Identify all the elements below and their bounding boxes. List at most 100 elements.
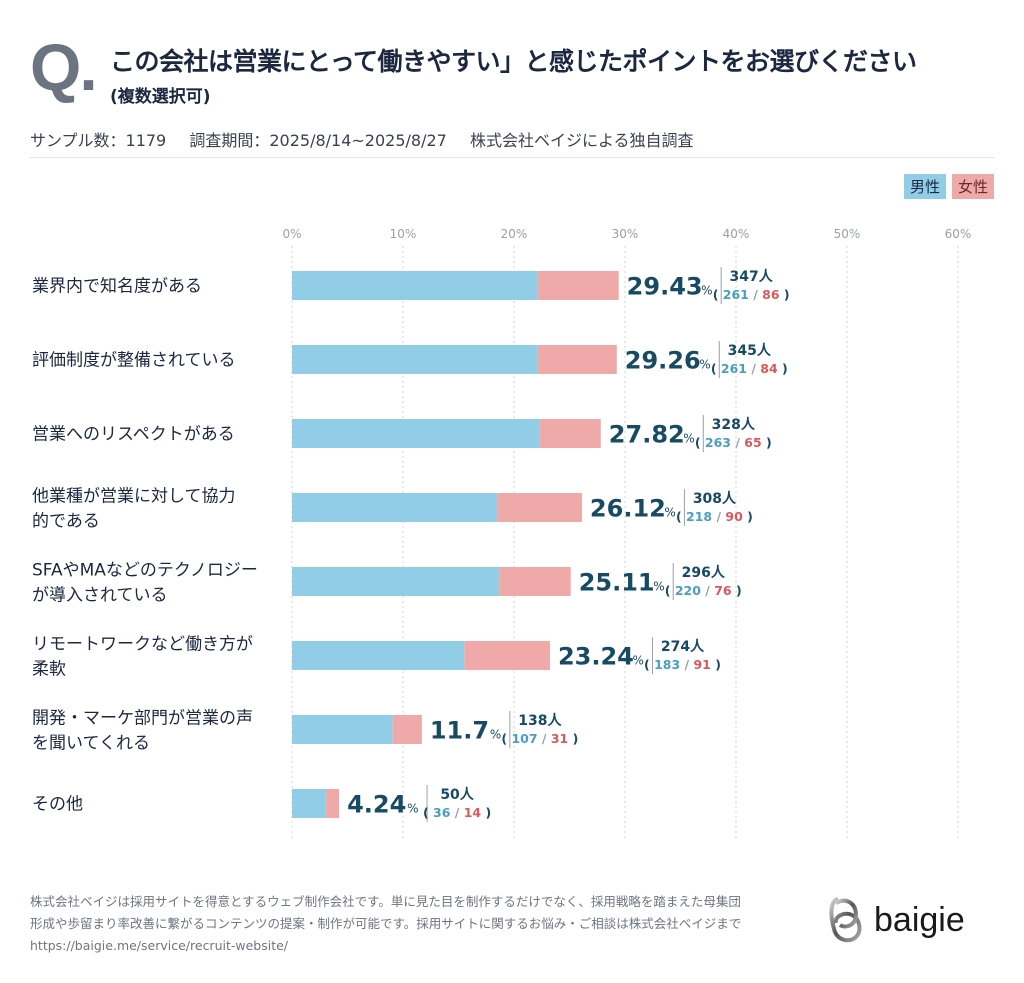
female-count: 91 (693, 657, 710, 672)
question-mark-logo: Q. (30, 34, 98, 100)
q-dot: . (79, 30, 97, 104)
male-count: 263 (705, 435, 731, 450)
bar-male (292, 345, 538, 374)
x-tick-label: 60% (945, 227, 972, 241)
female-count: 76 (714, 583, 732, 598)
logo-wordmark: baigie (874, 900, 965, 939)
x-tick-label: 30% (612, 227, 639, 241)
footer-url: https://baigie.me/service/recruit-websit… (30, 938, 289, 953)
gender-breakdown: ( 261 / 86 ) (713, 287, 790, 302)
survey-period: 調査期間：2025/8/14~2025/8/27 (189, 131, 447, 150)
chart-title: この会社は営業にとって働きやすい」と感じたポイントをお選びください (110, 47, 917, 76)
male-count: 36 (433, 805, 451, 820)
gender-breakdown: ( 107 / 31 ) (501, 731, 578, 746)
gender-breakdown: ( 36 / 14 ) (423, 805, 491, 820)
category-label: 的である (32, 512, 100, 532)
x-tick-label: 50% (834, 227, 861, 241)
female-count: 31 (551, 731, 568, 746)
total-count: 50人 (440, 786, 474, 803)
bar-female (537, 345, 617, 374)
percent-label: 26.12 (590, 495, 666, 523)
bar-female (537, 271, 619, 300)
gender-breakdown: ( 261 / 84 ) (711, 361, 788, 376)
percent-label: 11.7 (430, 717, 489, 745)
female-count: 14 (464, 805, 482, 820)
bar-female (464, 641, 550, 670)
bar-chart: 0% 10% 20% 30% 40% 50% 60% 業界内で知名度がある 29.43% 347人… (32, 227, 972, 838)
gender-breakdown: ( 183 / 91 ) (644, 657, 721, 672)
bar-male (292, 419, 540, 448)
survey-source: 株式会社ベイジによる独自調査 (469, 131, 694, 150)
category-label: リモートワークなど働き方が (32, 635, 253, 655)
bar-female (497, 493, 582, 522)
category-label: 他業種が営業に対して協力 (32, 487, 236, 507)
female-count: 84 (760, 361, 778, 376)
legend-male: 男性 (903, 174, 946, 199)
percent-label: 23.24 (558, 643, 634, 671)
bar-male (292, 493, 498, 522)
category-label: が導入されている (32, 586, 168, 606)
legend: 男性 女性 (903, 174, 994, 199)
percent-label: 29.26 (625, 347, 701, 375)
footer-description: 株式会社ベイジは採用サイトを得意とするウェブ制作会社です。単に見た目を制作するだ… (30, 891, 790, 957)
bar-male (292, 641, 465, 670)
footer-line-2: 形成や歩留まり率改善に繋がるコンテンツの提案・制作が可能です。採用サイトに関する… (30, 916, 742, 931)
female-count: 65 (744, 435, 761, 450)
sample-size: サンプル数：1179 (30, 131, 167, 150)
percent-unit: % (701, 284, 712, 298)
q-letter: Q (30, 30, 81, 104)
category-label: を聞いてくれる (32, 734, 150, 754)
bar-male (292, 715, 393, 744)
header-divider (30, 157, 994, 158)
total-count: 345人 (728, 342, 772, 359)
total-count: 138人 (518, 712, 562, 729)
category-label: 評価制度が整備されている (32, 351, 236, 371)
company-logo: baigie (828, 895, 965, 945)
percent-label: 4.24 (347, 791, 406, 819)
percent-label: 27.82 (609, 421, 685, 449)
female-count: 86 (762, 287, 780, 302)
footer-line-1: 株式会社ベイジは採用サイトを得意とするウェブ制作会社です。単に見た目を制作するだ… (30, 894, 741, 909)
category-label: 柔軟 (32, 660, 66, 680)
category-label: SFAやMAなどのテクノロジー (32, 561, 258, 581)
total-count: 274人 (661, 638, 705, 655)
x-tick-label: 40% (723, 227, 750, 241)
category-label: 開発・マーケ部門が営業の声 (32, 709, 253, 729)
percent-label: 29.43 (627, 273, 703, 301)
bar-male (292, 567, 500, 596)
bar-female (392, 715, 422, 744)
percent-unit: % (490, 728, 501, 742)
total-count: 347人 (730, 268, 774, 285)
gender-breakdown: ( 220 / 76 ) (665, 583, 742, 598)
x-tick-label: 10% (390, 227, 417, 241)
female-count: 90 (725, 509, 743, 524)
total-count: 296人 (682, 564, 726, 581)
male-count: 183 (654, 657, 680, 672)
baigie-logo-icon (829, 897, 862, 943)
legend-female: 女性 (951, 174, 994, 199)
category-label: 業界内で知名度がある (32, 277, 202, 297)
percent-unit: % (699, 358, 710, 372)
bar-female (539, 419, 601, 448)
percent-unit: % (683, 432, 694, 446)
percent-unit: % (407, 802, 418, 816)
male-count: 220 (675, 583, 701, 598)
total-count: 308人 (693, 490, 737, 507)
male-count: 107 (511, 731, 537, 746)
x-tick-label: 20% (501, 227, 528, 241)
bar-female (499, 567, 571, 596)
percent-unit: % (664, 506, 675, 520)
bar-male (292, 789, 326, 818)
category-label: その他 (32, 795, 83, 815)
gender-breakdown: ( 263 / 65 ) (695, 435, 772, 450)
bar-male (292, 271, 538, 300)
total-count: 328人 (712, 416, 756, 433)
percent-unit: % (653, 580, 664, 594)
percent-unit: % (632, 654, 643, 668)
chart-subtitle: (複数選択可) (110, 87, 211, 107)
x-tick-label: 0% (282, 227, 301, 241)
male-count: 218 (686, 509, 712, 524)
bar-female (325, 789, 340, 818)
category-label: 営業へのリスペクトがある (32, 425, 235, 445)
percent-label: 25.11 (579, 569, 655, 597)
